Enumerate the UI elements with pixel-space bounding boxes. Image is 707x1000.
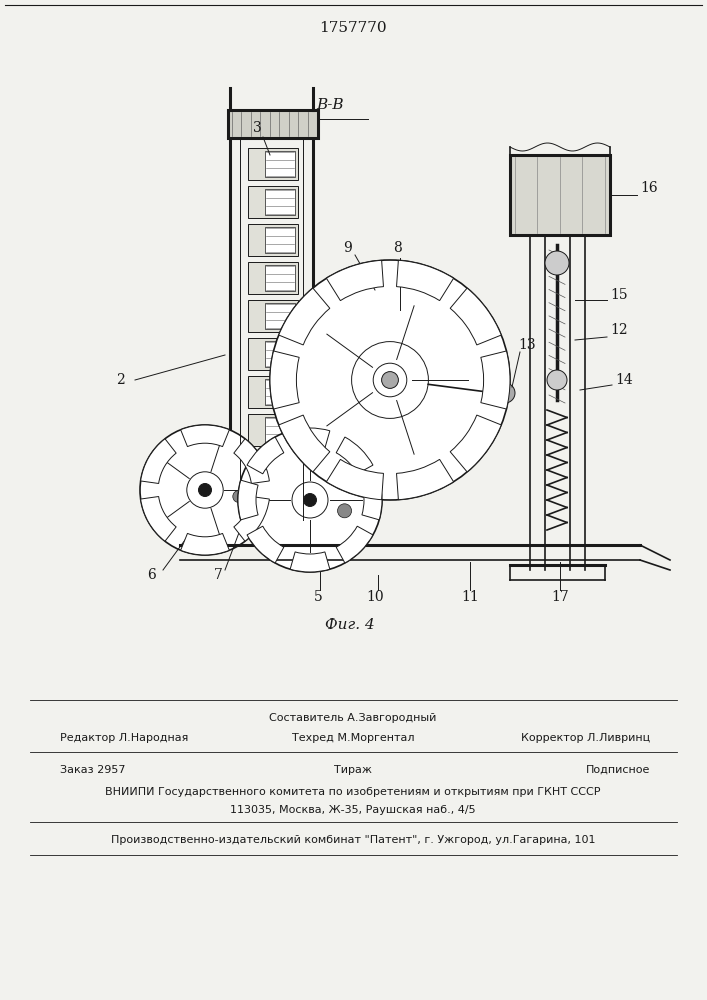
Wedge shape: [141, 439, 176, 483]
Circle shape: [351, 342, 428, 418]
Text: Корректор Л.Ливринц: Корректор Л.Ливринц: [521, 733, 650, 743]
Wedge shape: [397, 260, 454, 301]
Text: 15: 15: [610, 288, 628, 302]
Bar: [248, 224, 298, 256]
Wedge shape: [234, 497, 269, 541]
Text: 1757770: 1757770: [319, 21, 387, 35]
Circle shape: [292, 482, 328, 518]
Wedge shape: [279, 288, 330, 345]
Bar: [266, 493, 295, 519]
Wedge shape: [450, 288, 501, 345]
Bar: [510, 155, 610, 235]
Wedge shape: [327, 459, 383, 500]
Wedge shape: [397, 459, 454, 500]
Text: 10: 10: [366, 590, 384, 604]
Wedge shape: [290, 428, 330, 448]
Text: Подписное: Подписное: [585, 765, 650, 775]
Bar: [266, 303, 295, 329]
Text: 13: 13: [518, 338, 536, 352]
Circle shape: [547, 370, 567, 390]
Text: Заказ 2957: Заказ 2957: [60, 765, 126, 775]
Circle shape: [545, 251, 569, 275]
Bar: [248, 376, 298, 408]
Bar: [266, 151, 295, 177]
Circle shape: [233, 490, 245, 502]
Circle shape: [337, 504, 351, 518]
Bar: [266, 417, 295, 443]
Bar: [266, 341, 295, 367]
Circle shape: [199, 484, 211, 496]
Wedge shape: [234, 439, 269, 483]
Circle shape: [501, 389, 509, 397]
Circle shape: [495, 383, 515, 403]
Text: 2: 2: [116, 373, 124, 387]
Text: 17: 17: [551, 590, 569, 604]
Wedge shape: [450, 415, 501, 472]
Bar: [248, 262, 298, 294]
Text: 12: 12: [610, 323, 628, 337]
Bar: [228, 110, 318, 138]
Text: 8: 8: [394, 241, 402, 255]
Circle shape: [382, 372, 399, 388]
Wedge shape: [279, 415, 330, 472]
Circle shape: [140, 425, 270, 555]
Wedge shape: [362, 480, 382, 520]
Wedge shape: [290, 552, 330, 572]
Text: Редактор Л.Народная: Редактор Л.Народная: [60, 733, 188, 743]
Bar: [248, 490, 298, 522]
Wedge shape: [337, 526, 373, 563]
Wedge shape: [247, 526, 284, 563]
Circle shape: [373, 363, 407, 397]
Text: 5: 5: [314, 590, 322, 604]
Bar: [266, 379, 295, 405]
Wedge shape: [481, 351, 510, 409]
Circle shape: [187, 472, 223, 508]
Text: 6: 6: [148, 568, 156, 582]
Circle shape: [238, 428, 382, 572]
Text: 7: 7: [214, 568, 223, 582]
Wedge shape: [181, 425, 229, 447]
Text: 3: 3: [252, 121, 262, 135]
Bar: [248, 300, 298, 332]
Bar: [248, 186, 298, 218]
Text: ВНИИПИ Государственного комитета по изобретениям и открытиям при ГКНТ СССР: ВНИИПИ Государственного комитета по изоб…: [105, 787, 601, 797]
Bar: [266, 227, 295, 253]
Text: 9: 9: [344, 241, 352, 255]
Circle shape: [303, 494, 317, 506]
Wedge shape: [238, 480, 258, 520]
Text: 16: 16: [640, 181, 658, 195]
Text: 11: 11: [461, 590, 479, 604]
Text: 14: 14: [615, 373, 633, 387]
Text: 113035, Москва, Ж-35, Раушская наб., 4/5: 113035, Москва, Ж-35, Раушская наб., 4/5: [230, 805, 476, 815]
Wedge shape: [337, 437, 373, 474]
Bar: [266, 455, 295, 481]
Text: Составитель А.Завгородный: Составитель А.Завгородный: [269, 713, 437, 723]
Text: Фиг. 4: Фиг. 4: [325, 618, 375, 632]
Text: Тираж: Тираж: [334, 765, 372, 775]
Wedge shape: [247, 437, 284, 474]
Text: В-В: В-В: [316, 98, 344, 112]
Bar: [248, 452, 298, 484]
Wedge shape: [141, 497, 176, 541]
Wedge shape: [327, 260, 383, 301]
Text: Производственно-издательский комбинат "Патент", г. Ужгород, ул.Гагарина, 101: Производственно-издательский комбинат "П…: [111, 835, 595, 845]
Wedge shape: [181, 533, 229, 555]
Bar: [248, 338, 298, 370]
Text: Техред М.Моргентал: Техред М.Моргентал: [292, 733, 414, 743]
Circle shape: [270, 260, 510, 500]
Bar: [266, 265, 295, 291]
Bar: [248, 414, 298, 446]
Wedge shape: [270, 351, 299, 409]
Bar: [248, 148, 298, 180]
Bar: [266, 189, 295, 215]
